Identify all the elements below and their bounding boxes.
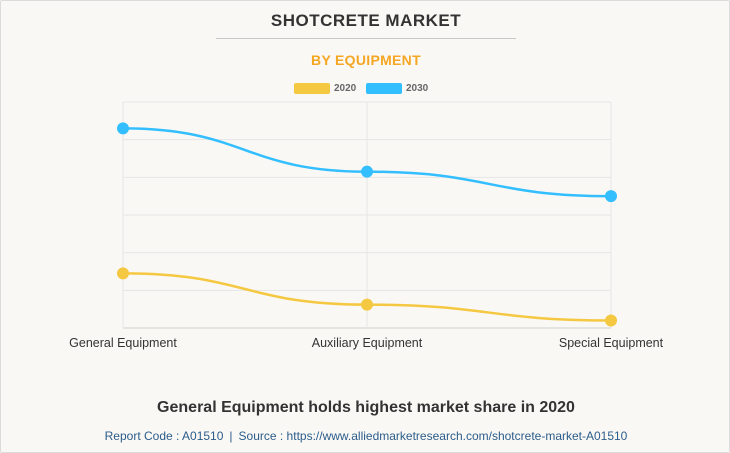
axis-layer: General Equipment Auxiliary Equipment Spec… <box>69 336 663 350</box>
source-link[interactable]: Source : https://www.alliedmarketresearc… <box>238 429 628 443</box>
data-point-2020-2 <box>361 298 373 311</box>
legend-label-2020: 2020 <box>334 82 357 94</box>
chart-legend: 2020 2030 <box>1 80 730 96</box>
legend-item-2030[interactable]: 2030 <box>366 80 428 96</box>
x-tick-label: Auxiliary Equipment <box>312 336 423 350</box>
line-chart: General Equipment Auxiliary Equipment Spec… <box>69 101 664 350</box>
legend-swatch-2020 <box>294 82 330 94</box>
legend-swatch-2030 <box>366 82 402 94</box>
x-tick-label: General Equipment <box>69 336 177 350</box>
series-layer <box>117 122 617 327</box>
footer-headline: General Equipment holds highest market s… <box>157 399 575 416</box>
legend-item-2020[interactable]: 2020 <box>294 80 356 96</box>
chart-title: SHOTCRETE MARKET <box>270 11 462 30</box>
x-tick-label: Special Equipment <box>559 336 664 350</box>
chart-subtitle: BY EQUIPMENT <box>311 52 421 68</box>
data-point-2020-3 <box>605 314 617 327</box>
data-point-2030-1 <box>117 122 129 135</box>
report-code: Report Code : A01510 <box>104 429 224 443</box>
data-point-2030-3 <box>605 190 617 203</box>
title-divider <box>216 38 516 39</box>
data-point-2030-2 <box>361 165 373 178</box>
legend-label-2030: 2030 <box>406 82 429 94</box>
source-separator: | <box>229 429 233 443</box>
footer-source: Report Code : A01510 | Source : https://ww… <box>1 429 730 443</box>
data-point-2020-1 <box>117 267 129 280</box>
grid-layer <box>122 101 612 329</box>
